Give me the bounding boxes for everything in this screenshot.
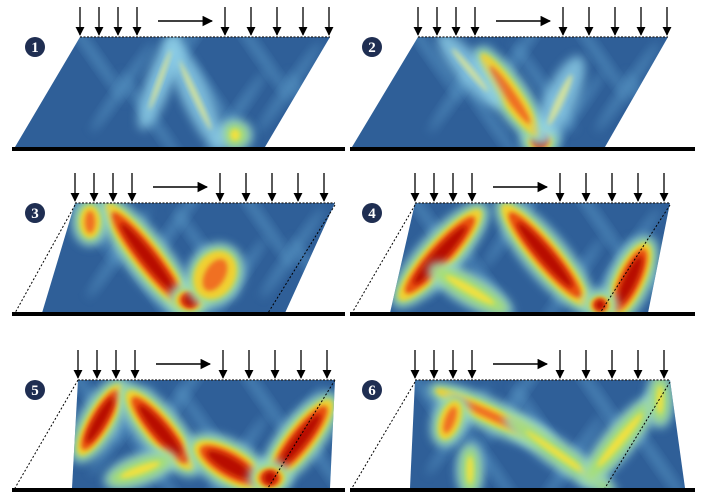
- core: [85, 211, 95, 233]
- panel-number: 3: [31, 206, 39, 222]
- figure: 1 2 3 4 5 6: [0, 0, 701, 493]
- panel: 4: [350, 173, 695, 333]
- panel-number: 6: [368, 383, 376, 399]
- panel: 2: [350, 7, 695, 165]
- original-outline: [352, 382, 415, 488]
- core: [264, 472, 277, 485]
- panel: 1: [12, 7, 353, 165]
- core: [596, 300, 605, 310]
- panel-number: 5: [31, 383, 39, 399]
- panel-number: 4: [368, 206, 376, 222]
- core: [230, 129, 240, 140]
- panel: 3: [12, 173, 357, 331]
- panel-number: 1: [31, 40, 39, 56]
- core: [657, 386, 663, 414]
- panel-number: 2: [368, 40, 376, 56]
- panel: 5: [12, 350, 357, 493]
- panel: 6: [350, 350, 695, 493]
- original-outline: [15, 380, 78, 488]
- core: [467, 456, 473, 484]
